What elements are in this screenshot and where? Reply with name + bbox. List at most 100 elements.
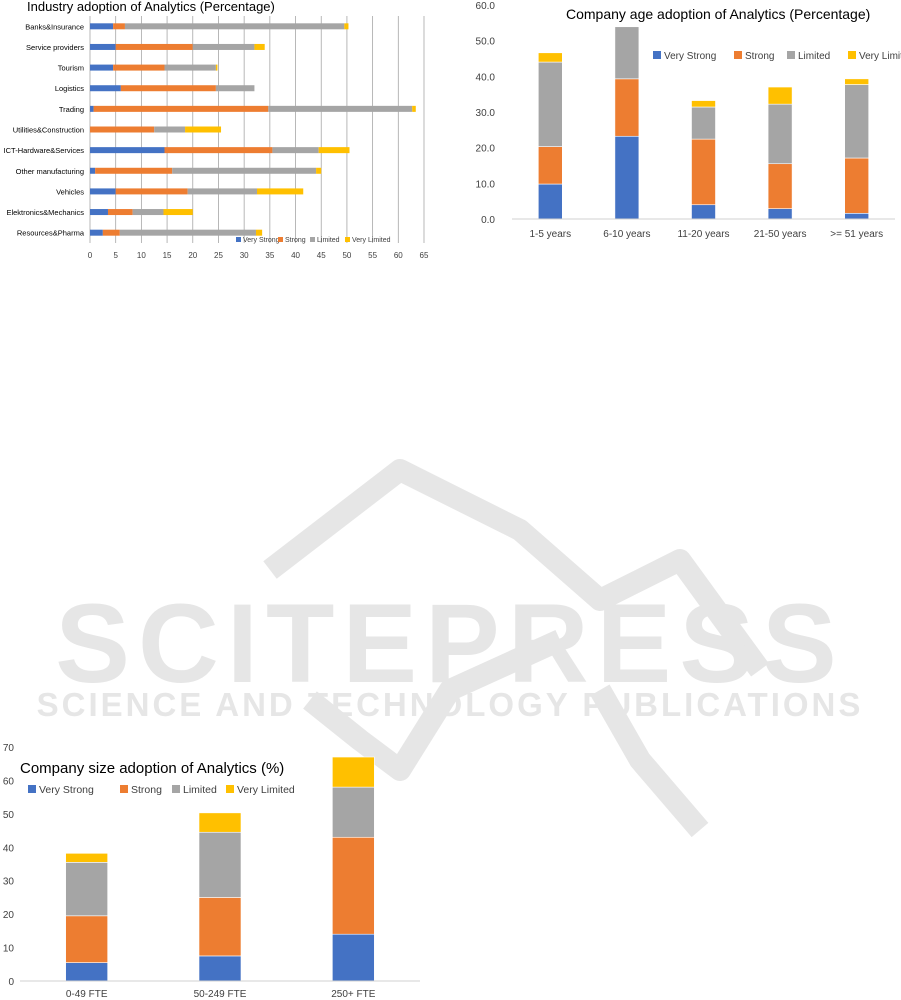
category-label: Banks&Insurance bbox=[25, 22, 84, 31]
legend-label: Limited bbox=[317, 237, 340, 244]
chart-title: Company size adoption of Analytics (%) bbox=[20, 760, 284, 777]
company-size-adoption-chart: 0 10 20 30 40 50 60 70 0-49 FTE 50-249 FTE 250+ F… bbox=[3, 743, 420, 1000]
bar-limited bbox=[767, 103, 793, 165]
bar-very-limited bbox=[316, 167, 322, 174]
bar-very-strong bbox=[90, 105, 94, 112]
bar-strong bbox=[767, 163, 793, 209]
x-tick-label: 5 bbox=[113, 251, 118, 260]
x-tick-label: 35 bbox=[265, 251, 274, 260]
bar-strong bbox=[90, 126, 155, 133]
bar-strong bbox=[198, 897, 242, 957]
bar-very-strong bbox=[691, 204, 716, 220]
legend-swatch bbox=[345, 237, 350, 242]
bar-limited bbox=[268, 105, 413, 112]
bar-very-strong bbox=[90, 64, 114, 71]
legend-label: Strong bbox=[131, 784, 162, 796]
legend-swatch bbox=[653, 51, 661, 59]
bar-strong bbox=[65, 915, 108, 963]
y-tick-label: 0 bbox=[8, 977, 14, 988]
bar-very-strong bbox=[65, 962, 108, 982]
bar-limited bbox=[124, 23, 345, 30]
bar-strong bbox=[844, 157, 870, 214]
bar-very-limited bbox=[318, 147, 350, 154]
bar-very-limited bbox=[332, 756, 375, 788]
category-label: >= 51 years bbox=[830, 229, 883, 240]
bar-very-limited bbox=[254, 43, 265, 50]
legend-label: Strong bbox=[745, 51, 774, 62]
x-tick-label: 55 bbox=[368, 251, 377, 260]
bar-very-limited bbox=[844, 78, 870, 85]
bar-strong bbox=[102, 229, 120, 236]
bar-strong bbox=[95, 167, 173, 174]
category-label: 6-10 years bbox=[603, 229, 650, 240]
category-label: Elektronics&Mechanics bbox=[6, 208, 84, 217]
bar-strong bbox=[164, 147, 273, 154]
x-tick-label: 15 bbox=[163, 251, 172, 260]
bar-strong bbox=[107, 209, 133, 216]
y-tick-label: 10.0 bbox=[476, 179, 496, 190]
legend-swatch bbox=[28, 785, 36, 793]
bar-very-limited bbox=[412, 105, 416, 112]
legend-swatch bbox=[278, 237, 283, 242]
bar-limited bbox=[119, 229, 256, 236]
bar-strong bbox=[332, 836, 375, 935]
bar-very-limited bbox=[538, 52, 563, 63]
y-tick-label: 0.0 bbox=[481, 215, 495, 226]
y-tick-label: 20 bbox=[3, 910, 15, 921]
bar-very-limited bbox=[255, 229, 263, 236]
x-tick-label: 30 bbox=[240, 251, 249, 260]
category-label: ICT-Hardware&Services bbox=[4, 146, 85, 155]
bar-limited bbox=[215, 85, 255, 92]
legend-label: Very Strong bbox=[243, 237, 280, 244]
bar-very-limited bbox=[344, 23, 349, 30]
category-label: 11-20 years bbox=[677, 229, 729, 240]
category-label: Trading bbox=[59, 105, 84, 114]
bar-strong bbox=[614, 78, 640, 137]
legend-label: Very Limited bbox=[352, 237, 391, 244]
bar-strong bbox=[93, 105, 269, 112]
bar-limited bbox=[132, 209, 164, 216]
legend-label: Limited bbox=[183, 784, 217, 796]
bar-very-limited bbox=[185, 126, 222, 133]
x-tick-label: 45 bbox=[317, 251, 326, 260]
legend-label: Very Limited bbox=[859, 51, 901, 62]
bar-very-strong bbox=[90, 188, 116, 195]
y-tick-label: 50.0 bbox=[476, 37, 496, 48]
bar-very-strong bbox=[90, 147, 165, 154]
x-tick-label: 40 bbox=[291, 251, 300, 260]
bar-very-strong bbox=[332, 933, 375, 982]
y-tick-label: 60 bbox=[3, 776, 15, 787]
y-tick-label: 30 bbox=[3, 877, 15, 888]
bar-very-limited bbox=[257, 188, 304, 195]
bar-very-limited bbox=[215, 64, 218, 71]
y-tick-label: 40.0 bbox=[476, 72, 496, 83]
bar-very-limited bbox=[198, 812, 242, 833]
category-label: 250+ FTE bbox=[331, 989, 376, 1000]
bar-limited bbox=[538, 61, 563, 147]
bar-limited bbox=[614, 26, 640, 80]
svg-text:SCITEPRESS: SCITEPRESS bbox=[55, 581, 845, 706]
bar-strong bbox=[538, 146, 563, 185]
industry-adoption-chart: Industry adoption of Analytics (Percenta… bbox=[4, 0, 429, 260]
legend-swatch bbox=[787, 51, 795, 59]
category-label: Utilities&Construction bbox=[13, 126, 84, 135]
bar-very-strong bbox=[90, 167, 96, 174]
category-label: Logistics bbox=[55, 84, 84, 93]
bar-strong bbox=[120, 85, 216, 92]
bar-very-strong bbox=[844, 212, 870, 220]
bar-very-strong bbox=[538, 183, 563, 220]
y-tick-label: 40 bbox=[3, 843, 15, 854]
x-tick-label: 65 bbox=[420, 251, 429, 260]
chart-title: Company age adoption of Analytics (Perce… bbox=[566, 6, 870, 22]
x-tick-label: 50 bbox=[342, 251, 351, 260]
legend-swatch bbox=[848, 51, 856, 59]
bar-limited bbox=[65, 862, 108, 917]
bar-very-strong bbox=[90, 43, 116, 50]
legend-swatch bbox=[120, 785, 128, 793]
x-tick-label: 60 bbox=[394, 251, 403, 260]
bar-limited bbox=[154, 126, 186, 133]
legend-label: Very Strong bbox=[664, 51, 716, 62]
svg-text:SCIENCE AND TECHNOLOGY PUBLICA: SCIENCE AND TECHNOLOGY PUBLICATIONS bbox=[37, 686, 864, 723]
sitepress-watermark: SCITEPRESS SCIENCE AND TECHNOLOGY PUBLIC… bbox=[37, 459, 864, 838]
legend-label: Very Limited bbox=[237, 784, 295, 796]
